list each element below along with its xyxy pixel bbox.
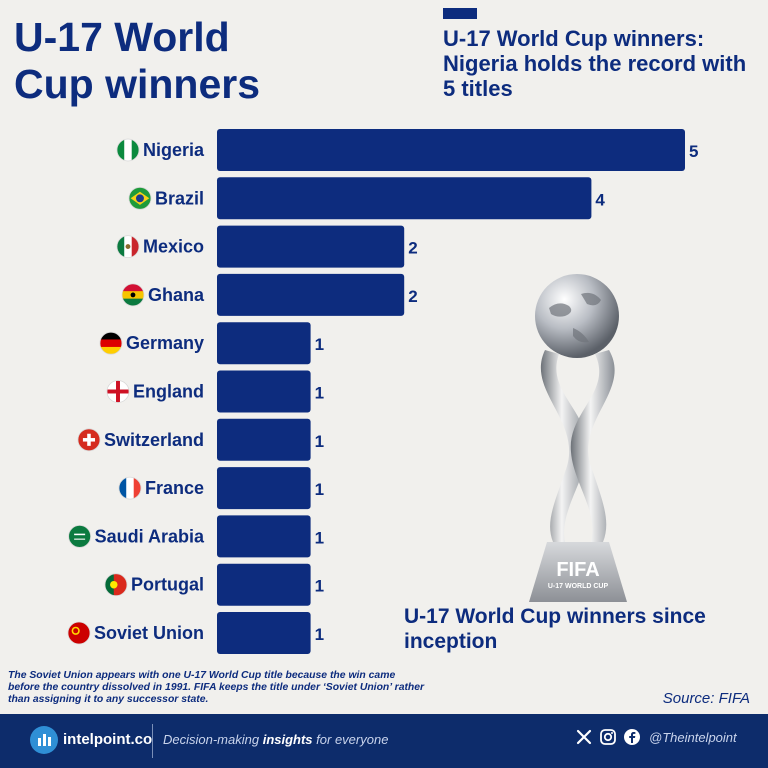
value-label: 1 [315, 528, 324, 547]
brand-link[interactable]: intelpoint.co [63, 731, 153, 748]
bar-england [217, 370, 311, 413]
facebook-icon[interactable] [623, 728, 641, 746]
title-line-1: U-17 World [14, 14, 230, 60]
value-label: 1 [315, 335, 324, 354]
category-label: Brazil [155, 188, 204, 208]
flag-germany-icon [99, 331, 123, 355]
tagline: Decision-making insights for everyone [163, 732, 388, 747]
trophy-caption: U-17 World Cup winners since inception [404, 605, 706, 653]
category-label: Switzerland [104, 430, 204, 450]
trophy-ribbon-right [570, 350, 615, 542]
footer-divider [152, 724, 153, 758]
trophy-image: FIFA U-17 WORLD CUP [529, 274, 627, 602]
value-label: 1 [315, 577, 324, 596]
flag-ghana-icon [121, 283, 145, 307]
value-label: 1 [315, 432, 324, 451]
bar-france [217, 467, 311, 510]
page-title: U-17 World Cup winners [14, 14, 314, 108]
category-label: England [133, 382, 204, 402]
title-line-2: Cup winners [14, 61, 261, 107]
flag-england-icon [106, 380, 130, 403]
value-label: 4 [595, 190, 605, 209]
value-label: 2 [408, 287, 417, 306]
trophy-sub-text: U-17 WORLD CUP [548, 583, 609, 590]
bar-ghana [217, 273, 405, 316]
subtitle-accent-bar [443, 8, 477, 19]
bar-germany [217, 322, 311, 365]
tagline-bold: insights [262, 732, 313, 747]
x-icon[interactable] [575, 728, 593, 746]
bar-brazil [217, 177, 592, 220]
trophy-base [529, 542, 627, 602]
value-label: 1 [315, 384, 324, 403]
brand-logo-icon [30, 726, 58, 754]
value-label: 1 [315, 480, 324, 499]
trophy-ribbon-left [540, 350, 588, 542]
trophy-fifa-text: FIFA [556, 559, 599, 581]
flag-nigeria-icon [116, 138, 140, 162]
flag-switzerland-icon [77, 428, 101, 452]
bar-nigeria [217, 129, 685, 171]
source-label: Source: FIFA [662, 690, 750, 707]
category-label: Portugal [131, 575, 204, 595]
social-links: @Theintelpoint [575, 728, 737, 746]
category-label: Soviet Union [94, 623, 204, 643]
footer-bar: intelpoint.co Decision-making insights f… [0, 714, 768, 768]
bar-chart: Nigeria 5 Brazil 4 Mexico 2 Ghana 2 Germany 1 Engl… [67, 129, 698, 654]
flag-soviet-union-icon [67, 621, 91, 645]
bar-saudi-arabia [217, 515, 311, 558]
flag-portugal-icon [104, 573, 128, 597]
category-label: Nigeria [143, 140, 205, 160]
flag-brazil-icon [128, 186, 152, 210]
bar-portugal [217, 563, 311, 606]
value-label: 1 [315, 625, 324, 644]
trophy-globe [535, 274, 619, 358]
tagline-pre: Decision-making [163, 732, 263, 747]
bar-switzerland [217, 418, 311, 461]
category-label: Germany [126, 333, 204, 353]
instagram-icon[interactable] [599, 728, 617, 746]
value-label: 2 [408, 239, 417, 258]
social-handle[interactable]: @Theintelpoint [649, 729, 737, 745]
flag-france-icon [118, 476, 142, 500]
bar-soviet-union [217, 612, 311, 654]
category-label: Saudi Arabia [95, 526, 205, 546]
bar-mexico [217, 225, 405, 268]
category-label: Mexico [143, 237, 204, 257]
chart-subtitle: U-17 World Cup winners: Nigeria holds th… [443, 26, 747, 101]
value-label: 5 [689, 142, 698, 161]
flag-saudi-arabia-icon [68, 525, 92, 548]
category-label: Ghana [148, 285, 205, 305]
category-label: France [145, 478, 204, 498]
flag-mexico-icon [116, 235, 140, 259]
tagline-post: for everyone [312, 732, 389, 747]
footnote: The Soviet Union appears with one U-17 W… [8, 670, 425, 705]
